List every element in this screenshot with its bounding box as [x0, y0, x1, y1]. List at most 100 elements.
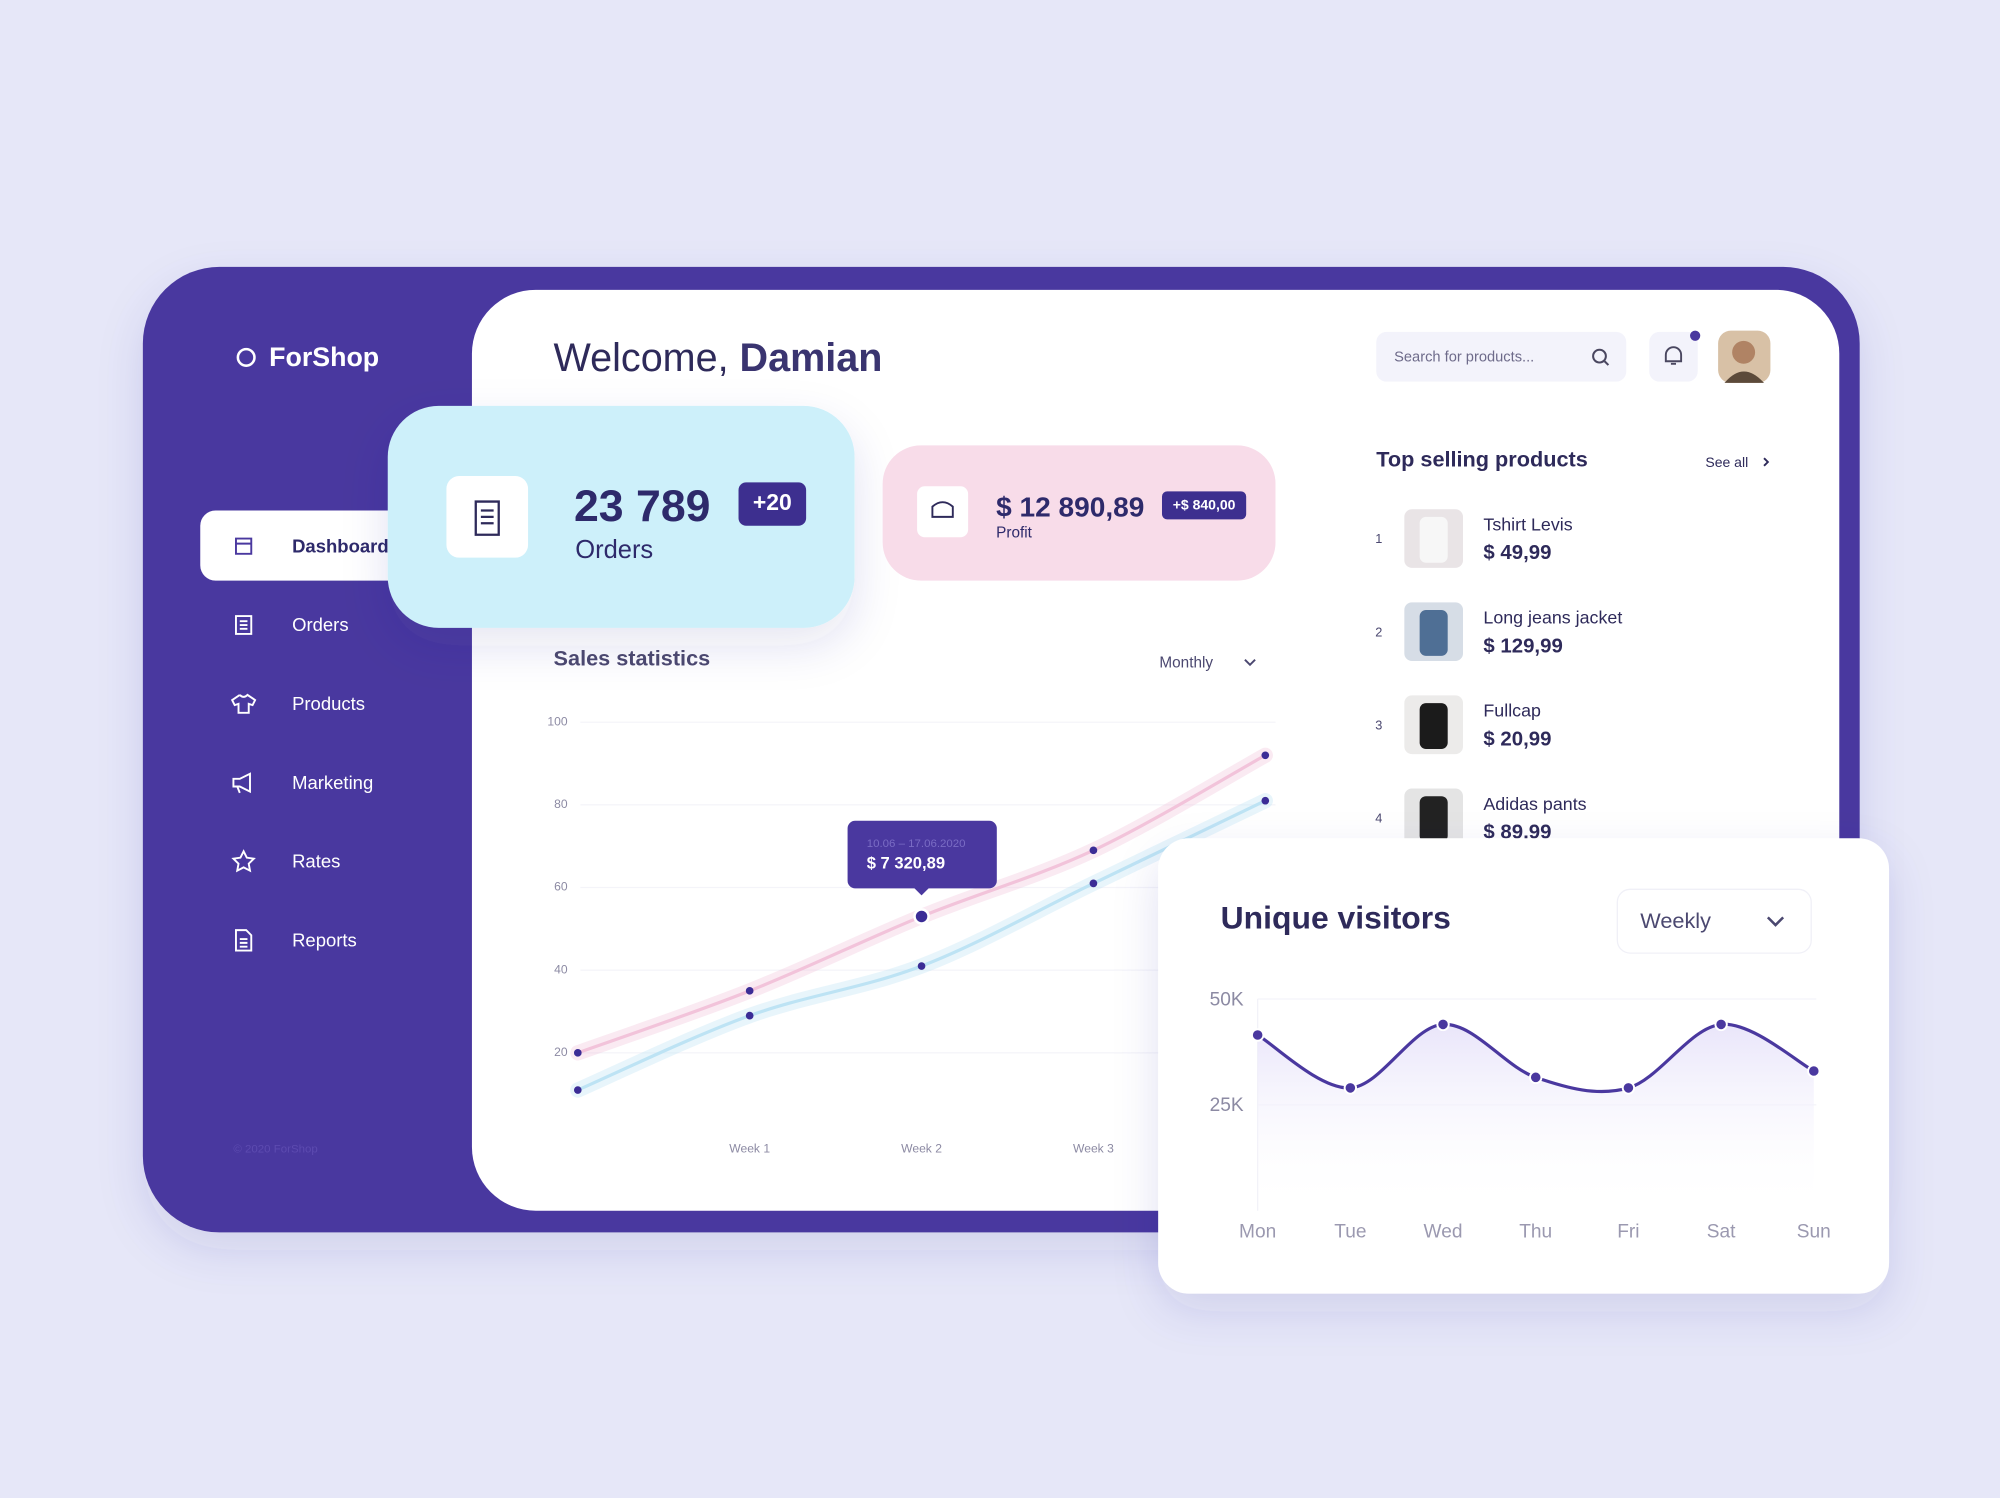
chevron — [1766, 916, 1785, 927]
tooltip-box — [847, 820, 997, 889]
see-all[interactable]: See all — [1705, 454, 1770, 470]
data-point — [1807, 1064, 1821, 1078]
nav-icon — [230, 693, 257, 714]
product-name: Fullcap — [1483, 701, 1541, 721]
nav-icon — [235, 615, 253, 635]
user-name: Damian — [740, 337, 883, 381]
notification-dot — [1690, 330, 1701, 341]
dropdown-box[interactable] — [1142, 641, 1271, 686]
product-list: 1 Tshirt Levis $ 49,99 2 Long jeans jacket $ … — [1375, 509, 1622, 848]
nav-label[interactable]: Reports — [292, 929, 357, 950]
nav-active-bg — [200, 510, 443, 581]
product-image — [1419, 516, 1448, 563]
data-point — [1436, 1017, 1450, 1032]
profit-value: $ 12 890,89 — [996, 492, 1144, 523]
nav-icon — [235, 537, 253, 555]
data-point — [1089, 846, 1098, 855]
search-placeholder: Search for products... — [1394, 349, 1534, 365]
nav-item[interactable]: Marketing — [232, 772, 373, 794]
nav-item[interactable]: Dashboard — [235, 535, 389, 556]
nav-icon — [231, 849, 256, 873]
data-point — [1261, 796, 1270, 805]
nav-label[interactable]: Dashboard — [292, 535, 389, 556]
x-tick-label: Week 2 — [901, 1142, 942, 1156]
nav-icon — [235, 929, 253, 952]
orders-card-bg — [387, 405, 855, 628]
orders-value: 23 789 — [574, 482, 710, 531]
orders-icon — [474, 500, 500, 536]
visitors-chart: 25K 50K Mon Tue Wed Thu Fri Sat Sun — [1210, 989, 1831, 1242]
product-price: $ 20,99 — [1483, 728, 1551, 750]
nav-label[interactable]: Orders — [292, 614, 349, 635]
x-tick-label: Sat — [1707, 1221, 1736, 1242]
x-tick-label: Week 1 — [729, 1142, 770, 1156]
chevron — [1763, 457, 1770, 467]
avatar[interactable] — [1718, 330, 1771, 383]
data-point — [1250, 1028, 1265, 1042]
tooltip-value: $ 7 320,89 — [867, 854, 945, 873]
y-tick-label: 50K — [1210, 989, 1244, 1010]
visitors-period-dropdown[interactable]: Weekly — [1616, 888, 1812, 954]
bell-icon — [1664, 346, 1683, 365]
y-tick-label: 20 — [554, 1045, 568, 1059]
product-rank: 1 — [1375, 531, 1382, 546]
product-name: Long jeans jacket — [1483, 608, 1622, 628]
search[interactable]: Search for products... — [1376, 331, 1627, 382]
logo-icon — [236, 347, 256, 367]
nav: Dashboard Orders Products Marketing Rates Rep… — [230, 535, 389, 952]
product-price: $ 89,99 — [1483, 822, 1551, 844]
visitors-period: Weekly — [1640, 908, 1711, 933]
nav-item[interactable]: Reports — [235, 929, 357, 952]
bell-button[interactable] — [1649, 331, 1698, 382]
profit-badge: +$ 840,00 — [1173, 497, 1236, 513]
profit-card — [882, 445, 1276, 581]
dropdown-box[interactable] — [1616, 888, 1812, 954]
orders-card — [387, 405, 855, 628]
sales-period: Monthly — [1159, 655, 1213, 672]
nav-label[interactable]: Rates — [292, 851, 340, 872]
y-tick-label: 60 — [554, 880, 568, 894]
data-point — [745, 987, 754, 995]
product-name: Adidas pants — [1483, 794, 1586, 814]
x-tick-label: Tue — [1334, 1221, 1366, 1242]
x-tick-label: Mon — [1239, 1221, 1276, 1242]
y-tick-label: 25K — [1210, 1095, 1244, 1116]
notifications[interactable] — [1649, 330, 1701, 382]
data-point — [1261, 751, 1270, 760]
footer: © 2020 ForShop — [233, 1144, 317, 1156]
product-image — [1419, 796, 1448, 843]
nav-item[interactable]: Products — [230, 693, 365, 714]
x-tick-label: Thu — [1519, 1221, 1552, 1242]
search-box[interactable] — [1376, 331, 1627, 382]
data-point — [1529, 1070, 1543, 1085]
data-point — [1621, 1081, 1636, 1095]
avatar-shoulders — [1724, 371, 1765, 383]
tooltip-pointer — [913, 887, 930, 896]
x-tick-label: Week 3 — [1073, 1142, 1114, 1156]
nav-item[interactable]: Orders — [235, 614, 349, 635]
chevron — [1244, 659, 1256, 667]
sales-title: Sales statistics — [554, 645, 711, 670]
orders-label: Orders — [575, 536, 653, 564]
nav-label[interactable]: Products — [292, 693, 365, 714]
data-point — [917, 962, 926, 970]
orders-badge: +20 — [753, 489, 792, 515]
orders-badge-bg — [738, 482, 807, 526]
product-rank: 4 — [1375, 811, 1382, 826]
nav-item[interactable]: Rates — [231, 849, 340, 873]
search-icon — [1592, 348, 1607, 364]
nav-label[interactable]: Marketing — [292, 772, 373, 793]
profit-label: Profit — [996, 524, 1032, 541]
brand: ForShop — [269, 342, 379, 372]
product-rank: 3 — [1375, 717, 1382, 732]
y-tick-label: 100 — [547, 714, 567, 728]
profit-icon-box — [917, 486, 969, 538]
product-name: Tshirt Levis — [1483, 515, 1572, 535]
data-point — [573, 1049, 582, 1057]
see-all-link[interactable]: See all — [1705, 454, 1748, 470]
sales-chart: 20 40 60 80 100 Week 1 Week 2 Week 3 10.06 – 17.… — [547, 714, 1276, 1156]
x-tick-label: Fri — [1617, 1221, 1639, 1242]
data-point — [573, 1086, 582, 1094]
sales-period-dropdown[interactable]: Monthly — [1142, 641, 1271, 686]
